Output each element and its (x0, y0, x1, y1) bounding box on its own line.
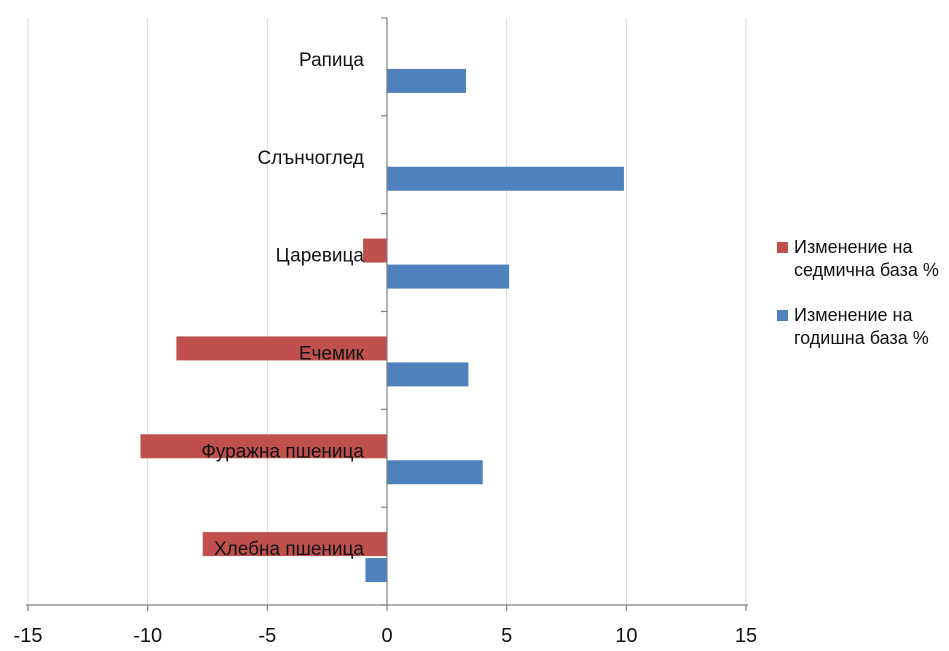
x-tick-label-3: 0 (381, 625, 392, 647)
bar-yearly-4 (387, 166, 624, 191)
x-tick-label-6: 15 (735, 625, 757, 647)
legend-label-weekly: Изменение на седмична база % (794, 237, 939, 280)
x-tick-label-2: -5 (258, 625, 276, 647)
legend-label-yearly: Изменение на годишна база % (794, 305, 929, 348)
bar-yearly-1 (387, 460, 483, 485)
legend-swatch-yearly (777, 310, 788, 321)
bar-yearly-3 (387, 264, 510, 289)
bar-weekly-0 (202, 532, 387, 557)
category-label-4: Слънчоглед (258, 148, 364, 169)
bar-yearly-0 (365, 558, 387, 583)
x-tick-label-1: -10 (133, 625, 162, 647)
legend-swatch-weekly (777, 242, 788, 253)
x-tick-label-4: 5 (501, 625, 512, 647)
bar-yearly-2 (387, 362, 469, 387)
bar-yearly-5 (387, 68, 466, 93)
bar-weekly-1 (140, 434, 387, 459)
legend-item-yearly: Изменение на годишна база % (777, 304, 947, 350)
x-tick-label-0: -15 (14, 625, 43, 647)
legend: Изменение на седмична база % Изменение н… (777, 236, 947, 372)
legend-item-weekly: Изменение на седмична база % (777, 236, 947, 282)
x-tick-label-5: 10 (615, 625, 637, 647)
category-label-0: Хлебна пшеница (214, 539, 364, 560)
category-label-1: Фуражна пшеница (201, 441, 364, 462)
category-label-2: Ечемик (299, 343, 365, 364)
bar-weekly-2 (176, 336, 387, 361)
category-label-5: Рапица (299, 50, 364, 71)
bar-weekly-3 (363, 238, 387, 263)
category-label-3: Царевица (276, 246, 365, 267)
